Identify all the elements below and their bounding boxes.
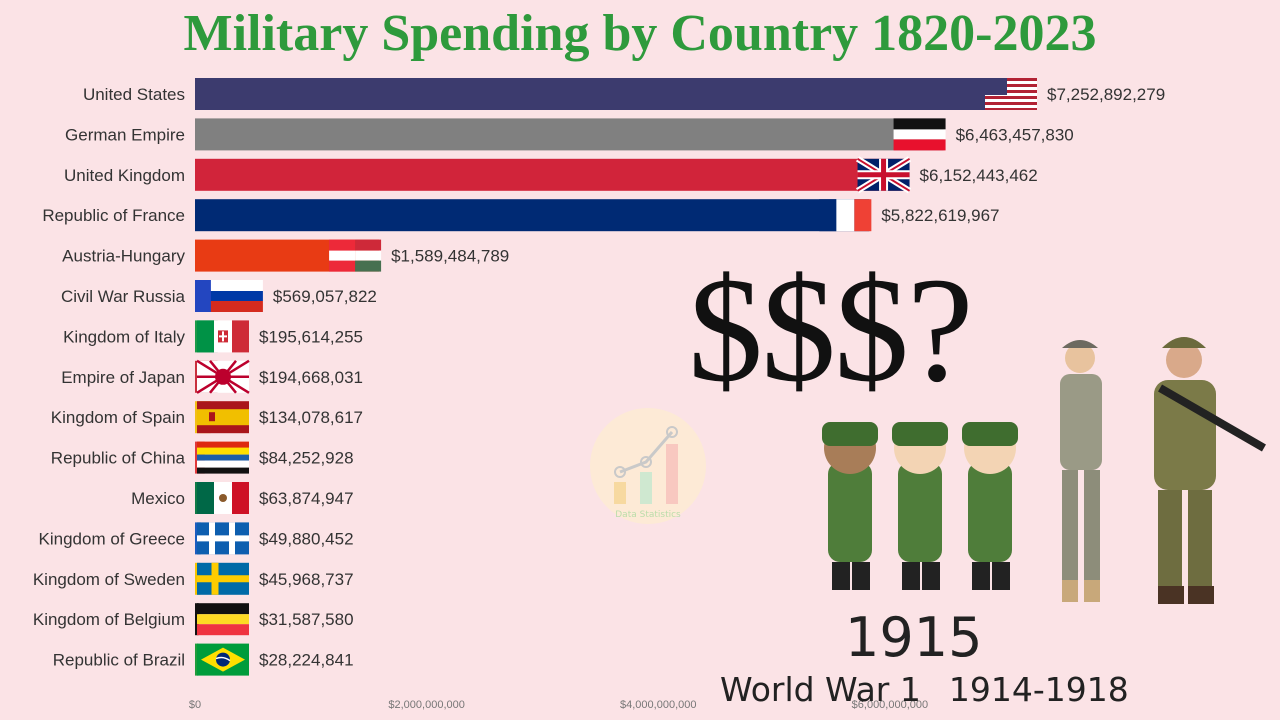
japan-flag-icon: [195, 359, 251, 395]
bar-group: Republic of Brazil $28,224,841: [53, 642, 354, 677]
bar-group: Republic of China $84,252,928: [51, 441, 354, 474]
italy-flag-icon: [196, 319, 250, 354]
spain-flag-icon: [197, 401, 249, 434]
german-empire-flag-icon: [893, 118, 946, 151]
bar-group: United Kingdom $6,152,443,462: [64, 159, 1038, 191]
value-label: $1,589,484,789: [391, 247, 509, 266]
bar-group: Kingdom of Greece $49,880,452: [39, 522, 354, 554]
category-label: Kingdom of Spain: [51, 408, 185, 427]
china-flag-icon: [197, 441, 249, 474]
x-tick-label: $0: [189, 699, 201, 711]
bar-group: Republic of France $5,822,619,967: [42, 199, 1000, 232]
category-label: Republic of Brazil: [53, 651, 185, 670]
cartoon-soldier-icon: [892, 422, 948, 590]
category-label: Republic of China: [51, 449, 186, 468]
austria-hungary-flag-icon: [329, 239, 382, 272]
bar-group: Mexico $63,874,947: [131, 482, 354, 514]
watermark-logo: Data Statistics: [590, 408, 706, 524]
value-label: $6,152,443,462: [920, 166, 1038, 185]
watermark-text: Data Statistics: [615, 510, 681, 520]
mexico-flag-icon: [197, 482, 249, 514]
belgium-flag-icon: [197, 603, 249, 636]
x-tick-label: $2,000,000,000: [388, 699, 464, 711]
sweden-flag-icon: [197, 563, 249, 595]
category-label: Civil War Russia: [61, 287, 186, 306]
bar-united-kingdom: [195, 158, 908, 191]
value-label: $195,614,255: [259, 327, 363, 346]
value-label: $84,252,928: [259, 449, 354, 468]
category-label: Kingdom of Italy: [63, 327, 185, 346]
cartoon-soldier-icon: [962, 422, 1018, 590]
category-label: United Kingdom: [64, 166, 185, 185]
russia-flag-icon: [210, 280, 263, 312]
category-label: Mexico: [131, 489, 185, 508]
bar-german-empire: [195, 118, 944, 151]
value-label: $194,668,031: [259, 368, 363, 387]
uk-flag-icon: [858, 159, 910, 191]
value-label: $45,968,737: [259, 570, 354, 589]
bar-group: United States $7,252,892,279: [83, 78, 1165, 110]
armed-soldier-icon: [1154, 337, 1266, 604]
greece-flag-icon: [197, 522, 249, 554]
france-flag-icon: [819, 199, 872, 232]
value-label: $7,252,892,279: [1047, 85, 1165, 104]
value-label: $49,880,452: [259, 529, 354, 548]
bar-group: Kingdom of Belgium $31,587,580: [33, 603, 354, 636]
category-label: Empire of Japan: [61, 368, 185, 387]
value-label: $31,587,580: [259, 610, 354, 629]
x-tick-label: $4,000,000,000: [620, 699, 696, 711]
category-label: Kingdom of Sweden: [33, 570, 185, 589]
value-label: $134,078,617: [259, 408, 363, 427]
bar-group: Civil War Russia $569,057,822: [61, 280, 377, 312]
chart-title: Military Spending by Country 1820-2023: [183, 5, 1097, 62]
bar-group: Kingdom of Sweden $45,968,737: [33, 563, 354, 595]
value-label: $5,822,619,967: [881, 206, 999, 225]
bar-group: Kingdom of Spain $134,078,617: [51, 401, 363, 434]
bar-republic-of-brazil: [195, 643, 199, 676]
category-label: Republic of France: [42, 206, 185, 225]
value-label: $6,463,457,830: [956, 125, 1074, 144]
bar-kingdom-of-belgium: [195, 603, 199, 636]
category-label: Kingdom of Belgium: [33, 610, 185, 629]
trend-chart-icon: [614, 426, 678, 504]
value-label: $28,224,841: [259, 651, 354, 670]
category-label: German Empire: [65, 125, 185, 144]
current-year: 1915: [845, 606, 983, 669]
category-label: Kingdom of Greece: [39, 529, 185, 548]
brazil-flag-icon: [196, 642, 250, 677]
category-label: Austria-Hungary: [62, 247, 185, 266]
money-question-text: $$$?: [688, 247, 974, 413]
event-name: World War 1: [720, 670, 921, 709]
bar-group: Empire of Japan $194,668,031: [61, 359, 363, 395]
bar-united-states: [195, 78, 1035, 110]
bar-group: German Empire $6,463,457,830: [65, 118, 1074, 151]
bar-group: Austria-Hungary $1,589,484,789: [62, 239, 509, 272]
soldiers-illustration: [822, 337, 1266, 604]
event-caption: World War 1 1914-1918: [720, 670, 1157, 709]
x-tick-label: $6,000,000,000: [852, 699, 928, 711]
bar-group: Kingdom of Italy $195,614,255: [63, 319, 363, 354]
cartoon-soldier-icon: [822, 422, 878, 590]
value-label: $569,057,822: [273, 287, 377, 306]
bar-republic-of-france: [195, 199, 870, 232]
value-label: $63,874,947: [259, 489, 354, 508]
category-label: United States: [83, 85, 185, 104]
us-flag-icon: [985, 78, 1037, 110]
saluting-soldier-icon: [1060, 340, 1102, 602]
event-years: 1914-1918: [948, 670, 1129, 709]
